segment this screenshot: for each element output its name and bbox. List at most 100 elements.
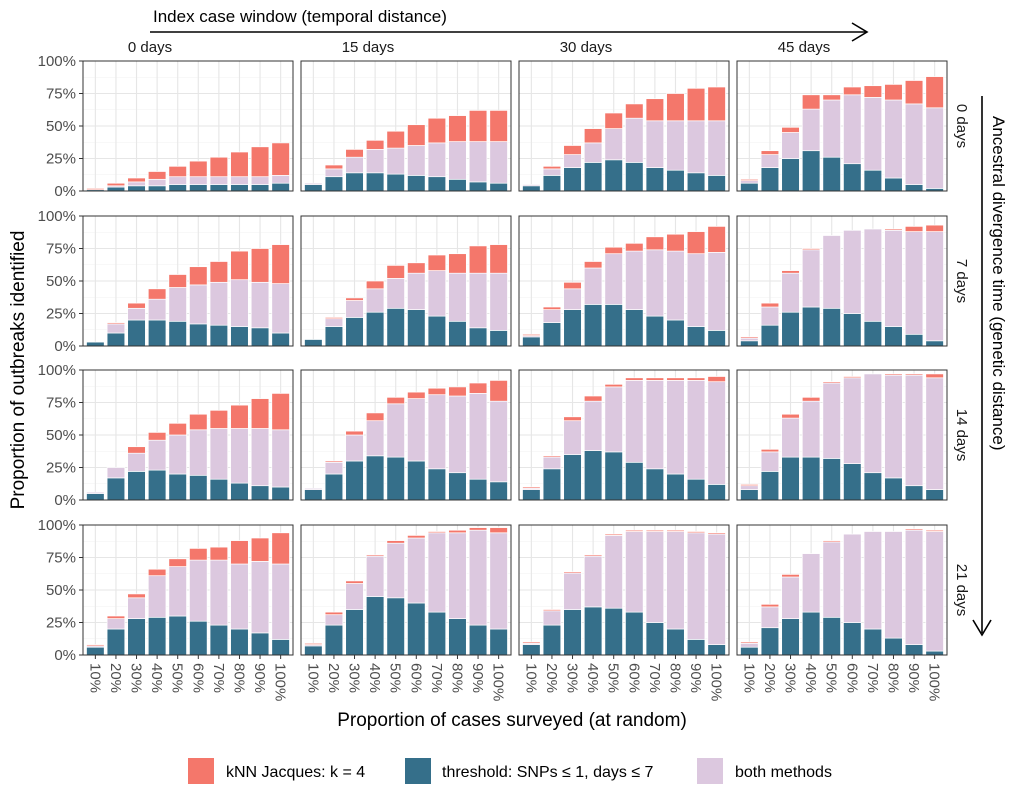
bar-knn: [189, 160, 208, 178]
y-tick-label: 100%: [38, 208, 76, 225]
bar-threshold: [168, 615, 187, 656]
bar-threshold: [127, 319, 146, 347]
bar-threshold: [448, 178, 467, 192]
bar-both: [686, 380, 706, 480]
bar-threshold: [686, 326, 706, 347]
bar-both: [189, 284, 208, 325]
bar-knn: [522, 333, 541, 336]
bar-knn: [127, 177, 146, 183]
bar-both: [468, 393, 488, 480]
bar-threshold: [740, 340, 759, 347]
bar-knn: [604, 112, 623, 129]
bar-both: [925, 231, 944, 342]
bar-threshold: [625, 162, 644, 192]
bar-both: [127, 452, 146, 472]
bar-knn: [740, 178, 759, 181]
x-tick-label: 70%: [210, 663, 227, 693]
bar-knn: [904, 80, 924, 105]
panel-r3-c2: [518, 524, 730, 656]
bar-both: [386, 147, 405, 175]
bar-both: [324, 168, 344, 178]
bar-knn: [760, 302, 780, 308]
bar-knn: [801, 396, 821, 402]
legend-label-both: both methods: [735, 764, 832, 781]
bar-threshold: [904, 644, 924, 656]
bar-knn: [189, 266, 208, 286]
bar-threshold: [583, 162, 603, 192]
x-tick-label: 90%: [905, 663, 922, 693]
bar-both: [209, 281, 229, 326]
bar-knn: [86, 188, 105, 191]
panel-border: [300, 524, 512, 656]
bar-knn: [324, 317, 344, 320]
bar-both: [645, 531, 665, 623]
bar-knn: [760, 150, 780, 155]
bar-both: [740, 180, 759, 184]
bar-threshold: [563, 609, 582, 656]
bar-threshold: [147, 469, 167, 501]
bar-knn: [468, 110, 488, 142]
bar-threshold: [304, 339, 323, 347]
bar-both: [147, 178, 167, 187]
bar-both: [925, 377, 944, 490]
bar-threshold: [583, 606, 603, 656]
bar-both: [666, 380, 685, 475]
bar-knn: [168, 274, 187, 288]
bar-both: [604, 386, 623, 453]
bar-threshold: [884, 477, 903, 501]
bar-both: [407, 272, 426, 310]
bar-both: [904, 529, 924, 645]
bar-both: [468, 529, 488, 626]
bar-knn: [106, 322, 126, 325]
x-tick-label: 50%: [387, 663, 404, 693]
bar-knn: [542, 306, 562, 310]
bar-both: [904, 103, 924, 185]
legend-swatch-knn: [188, 758, 214, 784]
bar-both: [583, 400, 603, 451]
bar-threshold: [448, 320, 467, 347]
bar-threshold: [625, 461, 644, 501]
bar-both: [209, 428, 229, 480]
bar-both: [489, 532, 508, 630]
bar-knn: [822, 94, 841, 101]
x-tick-label: 70%: [428, 663, 445, 693]
y-tick-label: 50%: [46, 273, 76, 290]
bar-both: [884, 99, 903, 179]
y-tick-label: 50%: [46, 118, 76, 135]
bar-threshold: [127, 185, 146, 192]
bar-both: [127, 181, 146, 187]
bar-both: [250, 428, 270, 487]
bar-knn: [904, 528, 924, 531]
bar-both: [489, 400, 508, 483]
bar-threshold: [106, 477, 126, 501]
bar-knn: [427, 531, 447, 534]
panel-border: [518, 369, 730, 501]
bar-both: [127, 307, 146, 321]
bar-knn: [686, 231, 706, 255]
bar-both: [407, 145, 426, 176]
bar-both: [707, 252, 726, 331]
bar-threshold: [345, 317, 364, 347]
bar-threshold: [365, 311, 385, 347]
bar-threshold: [407, 309, 426, 347]
bar-both: [781, 272, 800, 313]
bar-both: [324, 318, 344, 327]
panel-border: [736, 60, 948, 192]
bar-knn: [542, 165, 562, 170]
y-tick-label: 75%: [46, 86, 76, 103]
bar-knn: [468, 527, 488, 531]
y-tick-label: 100%: [38, 362, 76, 379]
bar-threshold: [345, 460, 364, 501]
bar-threshold: [250, 327, 270, 347]
bar-knn: [489, 527, 508, 534]
bar-knn: [645, 236, 665, 251]
bar-threshold: [230, 184, 249, 192]
bar-threshold: [740, 489, 759, 501]
y-tick-label: 50%: [46, 582, 76, 599]
ancestral-divergence-title: Ancestral divergence time (genetic dista…: [989, 116, 1008, 451]
bar-threshold: [106, 332, 126, 347]
bar-knn: [707, 376, 726, 383]
x-tick-label: 20%: [761, 663, 778, 693]
bar-threshold: [583, 450, 603, 501]
bar-both: [448, 532, 467, 619]
